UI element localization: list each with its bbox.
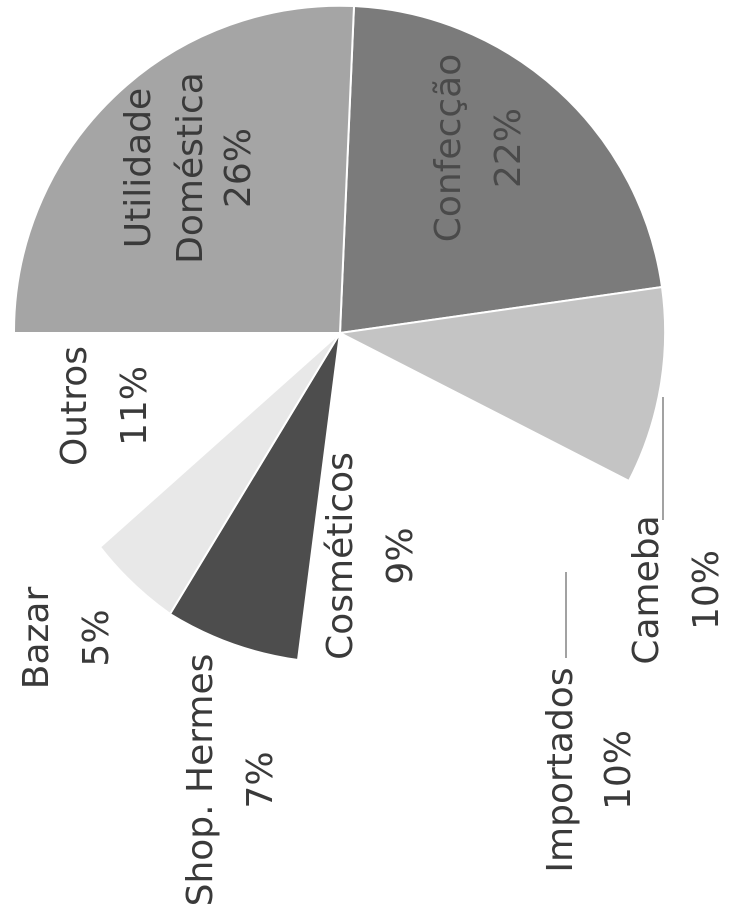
- label-bazar-name: Bazar: [16, 587, 57, 690]
- label-utilidade-value: 26%: [218, 128, 259, 208]
- label-outros-value: 11%: [114, 366, 155, 446]
- label-shop-hermes-name: Shop. Hermes: [180, 654, 221, 907]
- label-cameba: Cameba 10%: [626, 515, 727, 664]
- label-outros-name: Outros: [54, 346, 95, 466]
- label-cosmeticos: Cosméticos 9%: [320, 452, 421, 660]
- label-confeccao-name: Confecção: [428, 54, 469, 242]
- slice-cameba: [336, 285, 667, 483]
- label-utilidade-name-line: Doméstica: [170, 72, 211, 264]
- label-cameba-name: Cameba: [626, 515, 667, 664]
- slice-bazar: [98, 332, 341, 616]
- label-utilidade-name-line: Utilidade: [118, 88, 159, 248]
- label-bazar-value: 5%: [76, 609, 117, 666]
- label-outros: Outros 11%: [54, 346, 155, 466]
- label-importados-value: 10%: [598, 730, 639, 810]
- slice-shop-hermes: [168, 332, 341, 662]
- label-bazar: Bazar 5%: [16, 587, 117, 690]
- label-shop-hermes-value: 7%: [240, 751, 281, 808]
- label-cosmeticos-value: 9%: [380, 527, 421, 584]
- label-shop-hermes: Shop. Hermes 7%: [180, 654, 281, 907]
- slice-utilidade-domestica: [12, 4, 356, 334]
- label-confeccao: Confecção 22%: [428, 54, 529, 242]
- label-utilidade-domestica: Utilidade Doméstica 26%: [118, 72, 259, 264]
- label-importados-name: Importados: [540, 667, 581, 872]
- label-utilidade-name: Utilidade Doméstica: [118, 72, 211, 264]
- label-cosmeticos-name: Cosméticos: [320, 452, 361, 660]
- label-importados: Importados 10%: [540, 667, 639, 872]
- slice-confeccao: [338, 4, 664, 335]
- label-confeccao-value: 22%: [488, 108, 529, 188]
- label-cameba-value: 10%: [686, 550, 727, 630]
